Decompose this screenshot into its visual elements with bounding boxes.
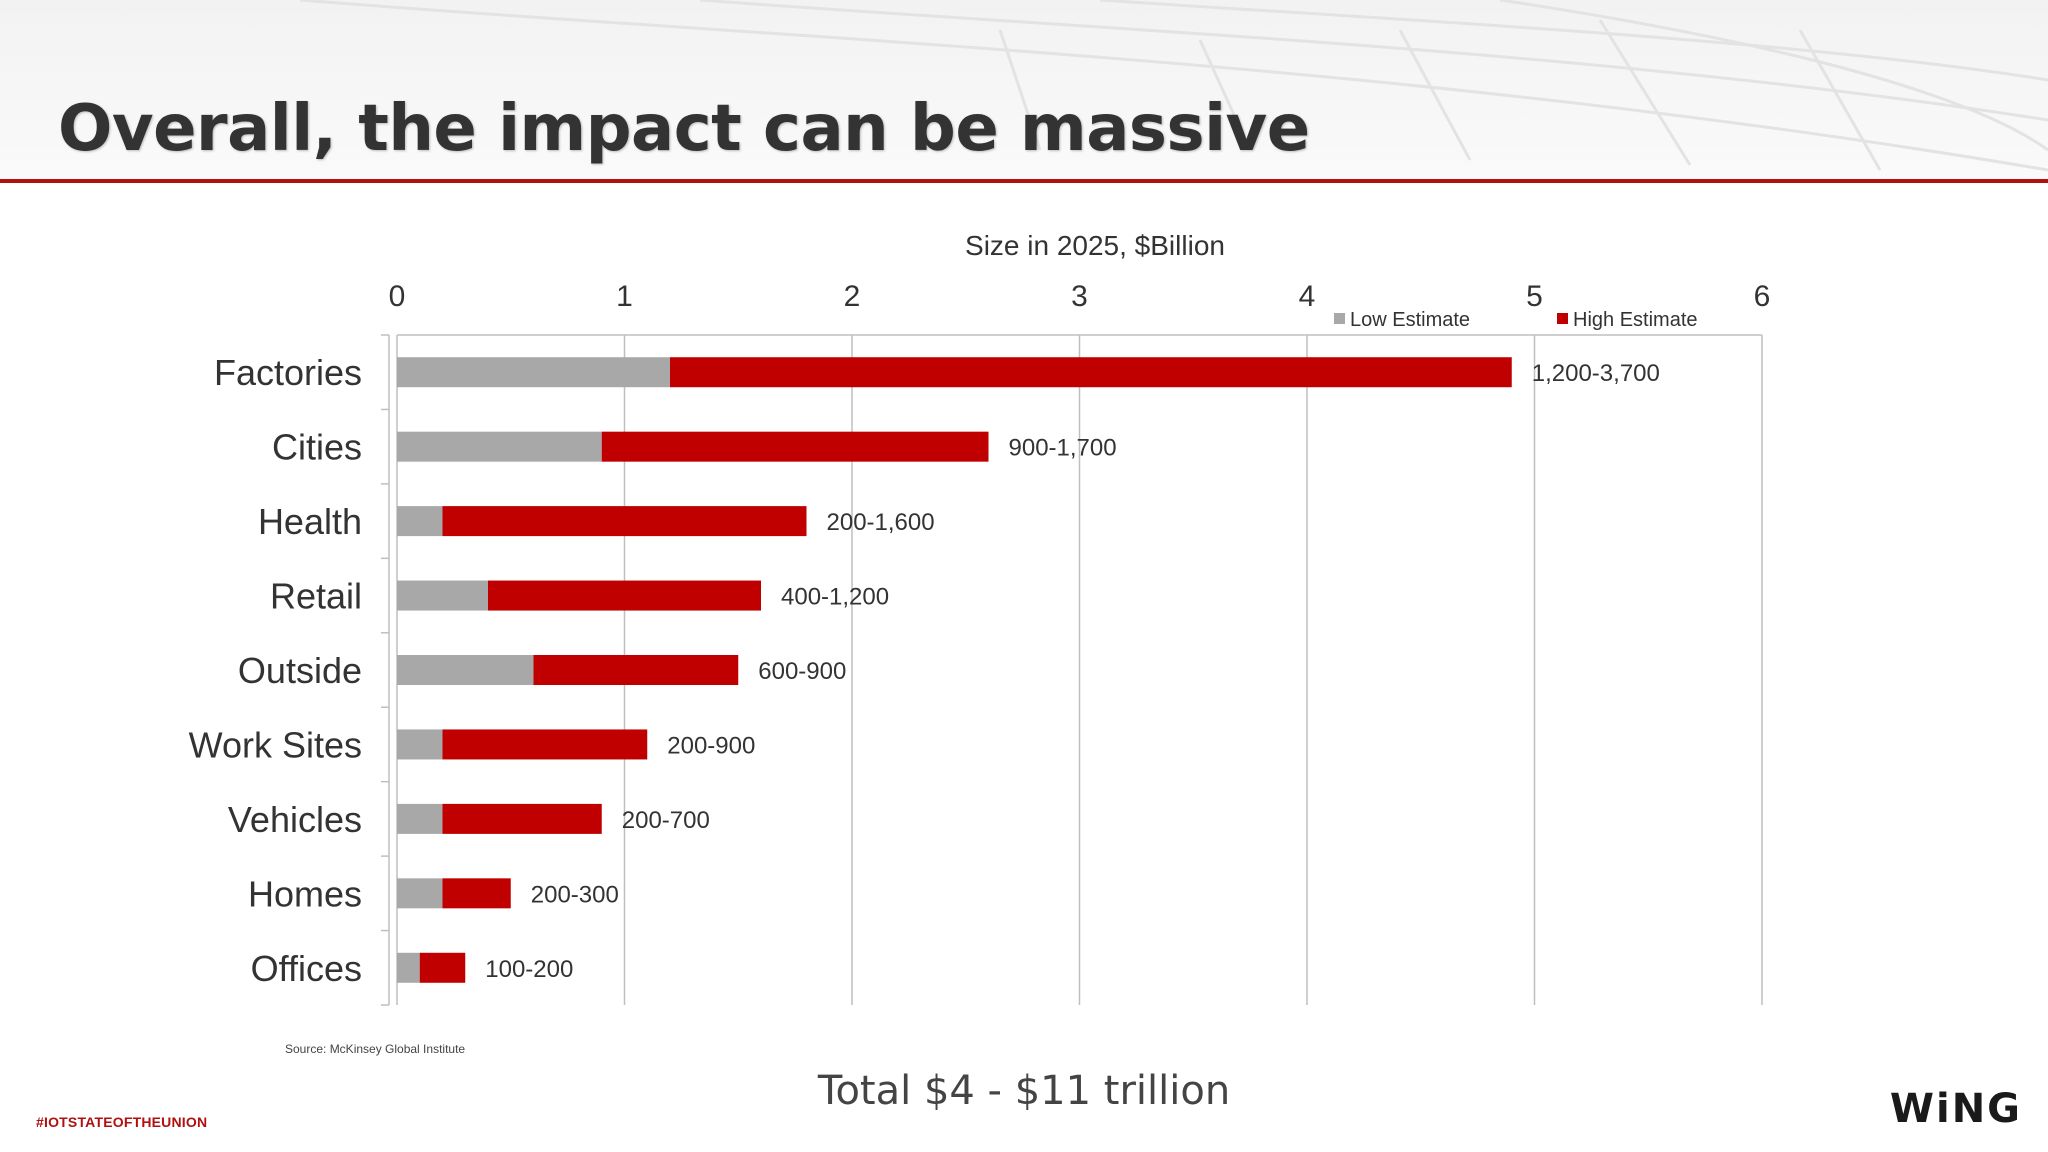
header-background [0, 0, 2048, 182]
bar-low-estimate [397, 655, 534, 685]
category-label: Homes [248, 873, 362, 914]
category-label: Retail [270, 576, 362, 617]
bar-low-estimate [397, 878, 443, 909]
x-tick-label: 4 [1299, 280, 1316, 313]
x-tick-label: 1 [616, 280, 633, 313]
bar-high-estimate [419, 952, 466, 983]
x-tick-label: 5 [1526, 280, 1543, 313]
x-tick-label: 0 [389, 280, 406, 313]
bar-high-estimate [442, 878, 511, 909]
bar-high-estimate [488, 580, 761, 611]
chart-title: Size in 2025, $Billion [965, 230, 1225, 261]
decorative-wing-pattern [299, 0, 2048, 172]
data-label: 200-900 [667, 732, 755, 759]
hashtag: #IOTSTATEOFTHEUNION [36, 1114, 208, 1130]
legend-swatch [1334, 313, 1345, 324]
bar-low-estimate [397, 506, 443, 537]
data-label: 600-900 [758, 658, 846, 685]
category-label: Offices [251, 948, 362, 989]
source-note: Source: McKinsey Global Institute [285, 1042, 466, 1056]
legend-swatch [1557, 313, 1568, 324]
bar-high-estimate [442, 729, 648, 760]
data-label: 900-1,700 [1009, 435, 1117, 462]
bar-high-estimate [670, 357, 1512, 388]
x-tick-label: 2 [844, 280, 861, 313]
category-label: Outside [238, 650, 362, 691]
data-label: 400-1,200 [781, 584, 889, 611]
bar-low-estimate [397, 357, 670, 388]
x-tick-label: 3 [1071, 280, 1088, 313]
bar-low-estimate [397, 580, 488, 611]
data-label: 200-700 [622, 807, 710, 834]
legend-label: Low Estimate [1350, 309, 1470, 331]
bar-high-estimate [442, 506, 807, 537]
legend-label: High Estimate [1573, 309, 1698, 331]
data-label: 200-300 [531, 881, 619, 908]
bar-low-estimate [397, 729, 443, 760]
bar-chart: Size in 2025, $Billion 0 1 2 3 4 5 6 Factories… [189, 230, 1771, 1006]
category-label: Factories [214, 352, 362, 393]
bar-low-estimate [397, 952, 420, 983]
bar-low-estimate [397, 431, 602, 462]
bar-high-estimate [601, 431, 989, 462]
data-label: 200-1,600 [827, 509, 935, 536]
category-label: Vehicles [228, 799, 362, 840]
category-label: Work Sites [189, 724, 362, 765]
data-label: 100-200 [485, 956, 573, 983]
data-label: 1,200-3,700 [1532, 360, 1660, 387]
wing-logo: WiNG [1889, 1086, 2022, 1132]
bar-low-estimate [397, 803, 443, 834]
page-title: Overall, the impact can be massive [58, 92, 1310, 166]
category-label: Cities [272, 427, 362, 468]
category-label: Health [258, 501, 362, 542]
bar-high-estimate [533, 655, 739, 685]
title-divider [0, 179, 2048, 183]
x-tick-label: 6 [1754, 280, 1771, 313]
bar-high-estimate [442, 803, 602, 834]
total-summary: Total $4 - $11 trillion [817, 1068, 1231, 1114]
